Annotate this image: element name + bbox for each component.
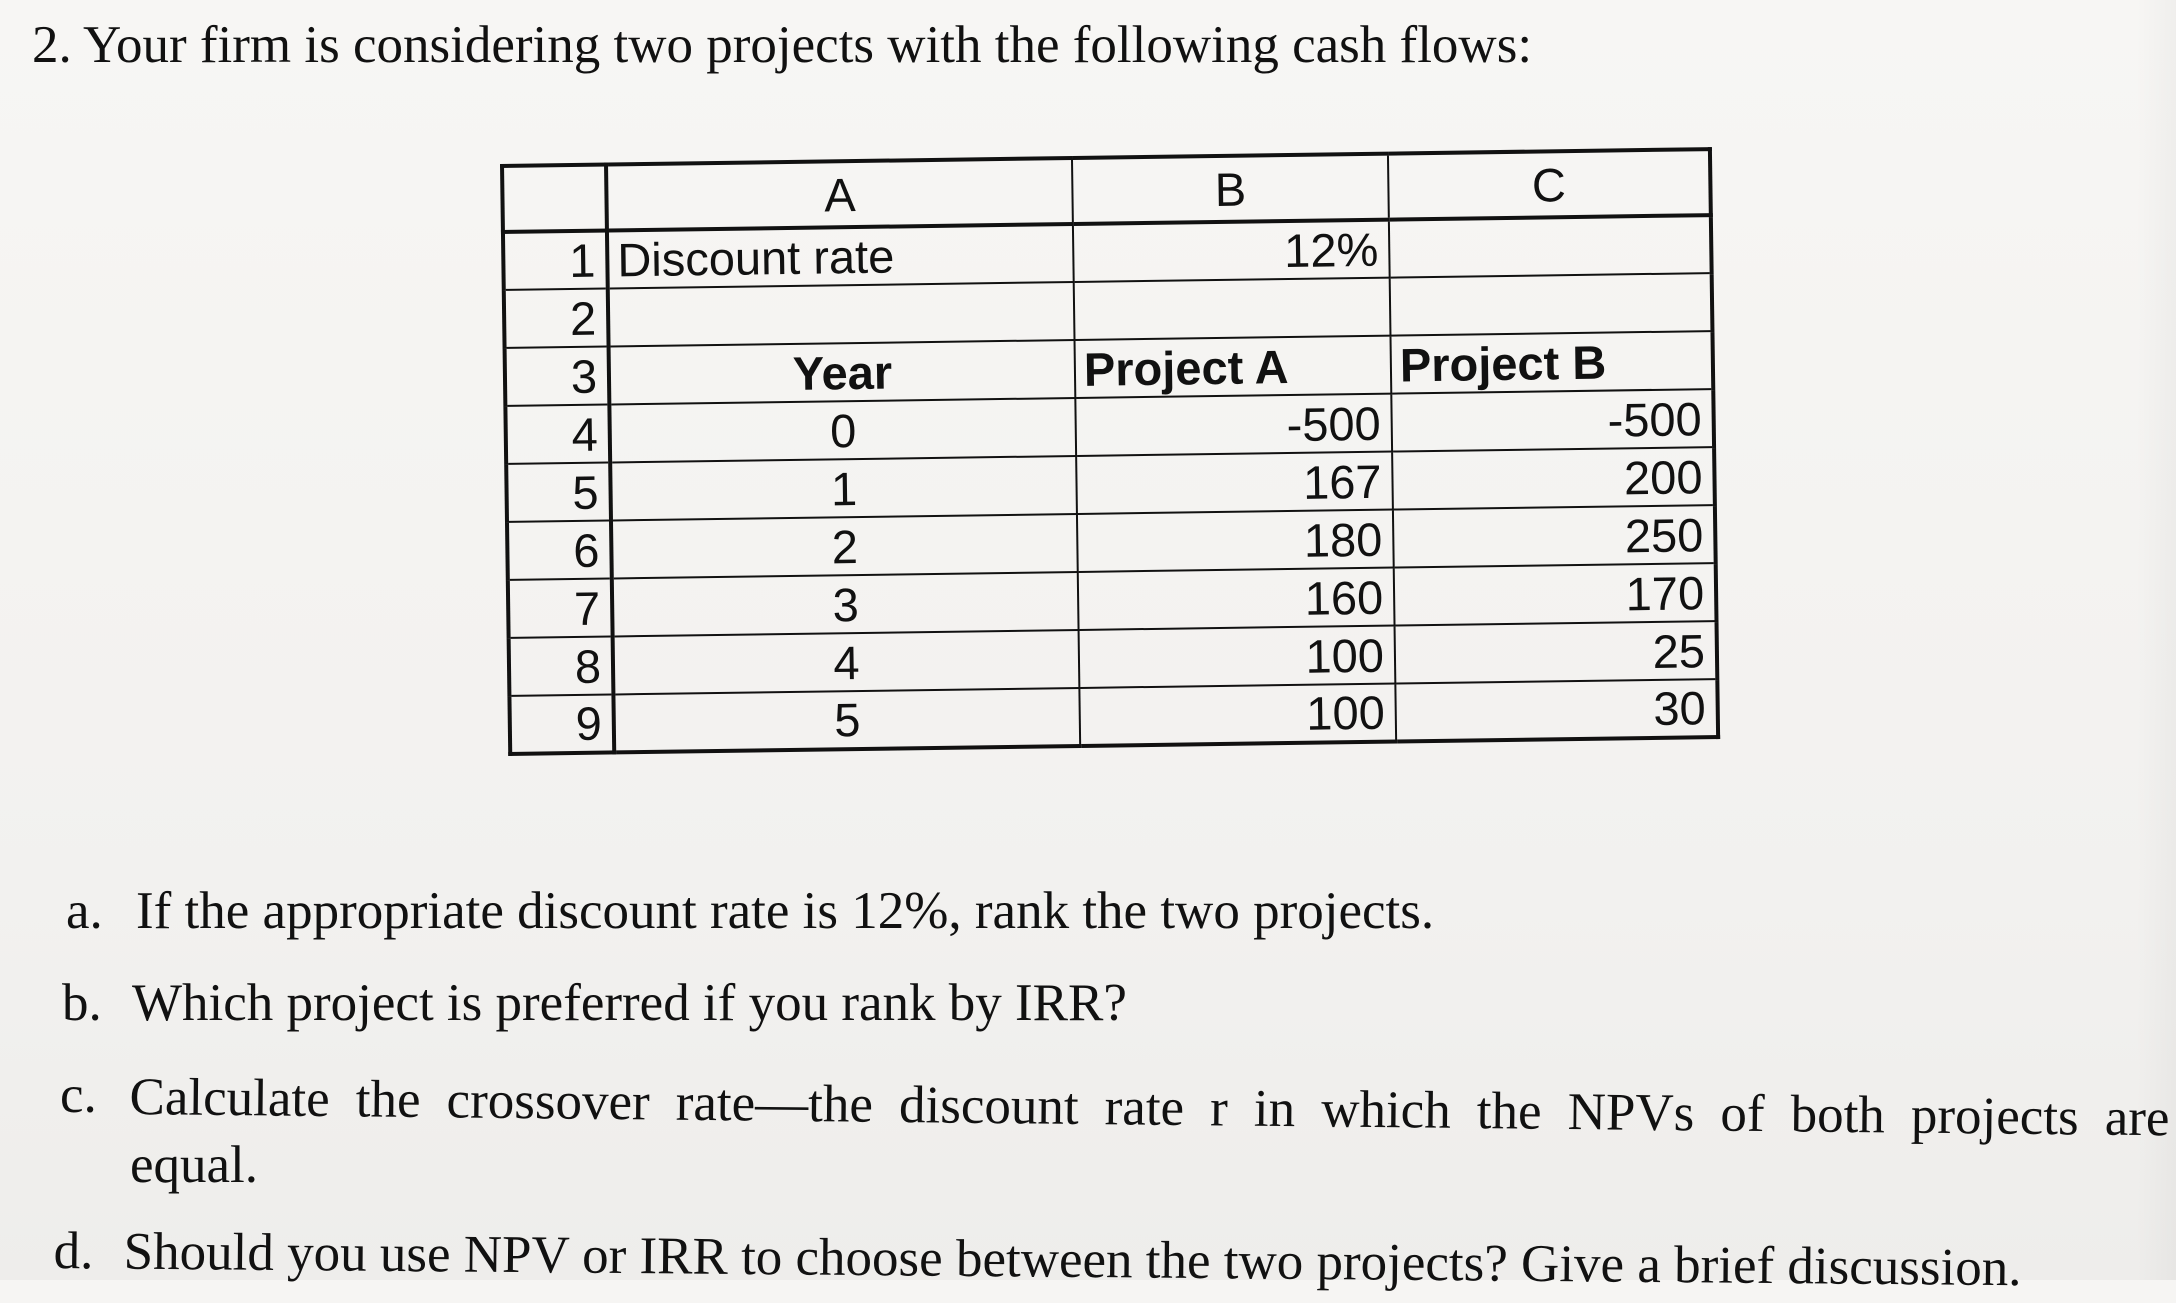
question-letter: b. [62,974,102,1032]
page-edge-shadow [2136,0,2176,1280]
question-c-text-line1: Calculate the crossover rate—the discoun… [129,1067,2170,1148]
cell-a5: 1 [610,455,1077,521]
question-letter: c. [60,1066,97,1124]
cell-a9: 5 [613,687,1081,753]
cell-a4: 0 [609,397,1077,463]
question-text: Which project is preferred if you rank b… [132,974,1127,1032]
cell-c4: -500 [1391,389,1715,452]
column-header-a: A [606,158,1073,231]
corner-cell [502,164,607,232]
cell-c3: Project B [1390,331,1714,394]
question-text: If the appropriate discount rate is 12%,… [136,882,1435,940]
cell-a2 [607,282,1075,347]
row-number: 9 [509,694,615,754]
cell-a7: 3 [611,571,1079,637]
cell-a3: Year [608,339,1076,405]
cell-b3: Project A [1074,335,1392,398]
cell-b5: 167 [1076,451,1393,514]
row-number: 8 [508,636,614,696]
cell-b8: 100 [1078,625,1396,688]
row-number: 7 [507,578,613,638]
cell-c5: 200 [1392,447,1715,510]
question-a: a. If the appropriate discount rate is 12… [66,876,1434,946]
question-c-letter: c. [60,1060,130,1130]
cell-c9: 30 [1395,679,1719,742]
cell-b1: 12% [1072,219,1390,283]
cell-a6: 2 [610,513,1078,579]
row-number: 4 [505,404,611,464]
cell-b9: 100 [1079,683,1397,746]
row-number: 3 [504,346,610,406]
cell-c1 [1388,215,1712,278]
row-number: 1 [502,230,608,290]
row-number: 6 [506,520,612,580]
cell-b2 [1073,277,1391,340]
column-header-c: C [1387,149,1711,220]
cell-c2 [1389,273,1713,336]
cash-flow-spreadsheet: A B C 1 Discount rate 12% 2 3 Year Proje… [500,147,1720,756]
question-c-text-line2: equal. [130,1136,259,1194]
cell-b6: 180 [1076,509,1394,572]
cell-c8: 25 [1394,621,1718,684]
cell-a8: 4 [612,629,1080,695]
cell-b4: -500 [1075,393,1393,456]
question-letter: d. [53,1221,94,1281]
cell-b7: 160 [1077,567,1395,630]
question-text: Should you use NPV or IRR to choose betw… [123,1222,2022,1298]
cell-c6: 250 [1392,505,1716,568]
question-letter: a. [66,882,103,940]
cell-c7: 170 [1393,563,1717,626]
row-number: 2 [503,288,609,348]
row-number: 5 [506,462,611,522]
question-b: b. Which project is preferred if you rank… [62,968,1127,1038]
cell-a1: Discount rate [606,224,1074,289]
question-d: d. Should you use NPV or IRR to choose be… [53,1216,2021,1303]
column-header-b: B [1071,153,1389,225]
problem-intro: 2. Your firm is considering two projects… [32,16,1533,74]
